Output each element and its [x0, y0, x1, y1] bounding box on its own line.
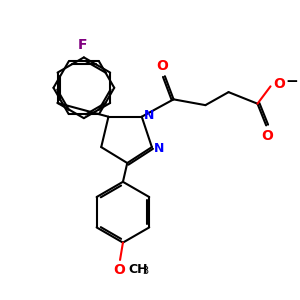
Text: F: F: [78, 38, 87, 52]
Text: O: O: [273, 77, 285, 91]
Text: N: N: [144, 109, 154, 122]
Text: CH: CH: [128, 263, 148, 276]
Text: N: N: [154, 142, 165, 155]
Text: 3: 3: [142, 266, 149, 276]
Text: −: −: [286, 74, 298, 88]
Text: O: O: [113, 263, 125, 278]
Text: O: O: [156, 59, 168, 73]
Text: O: O: [262, 129, 274, 143]
